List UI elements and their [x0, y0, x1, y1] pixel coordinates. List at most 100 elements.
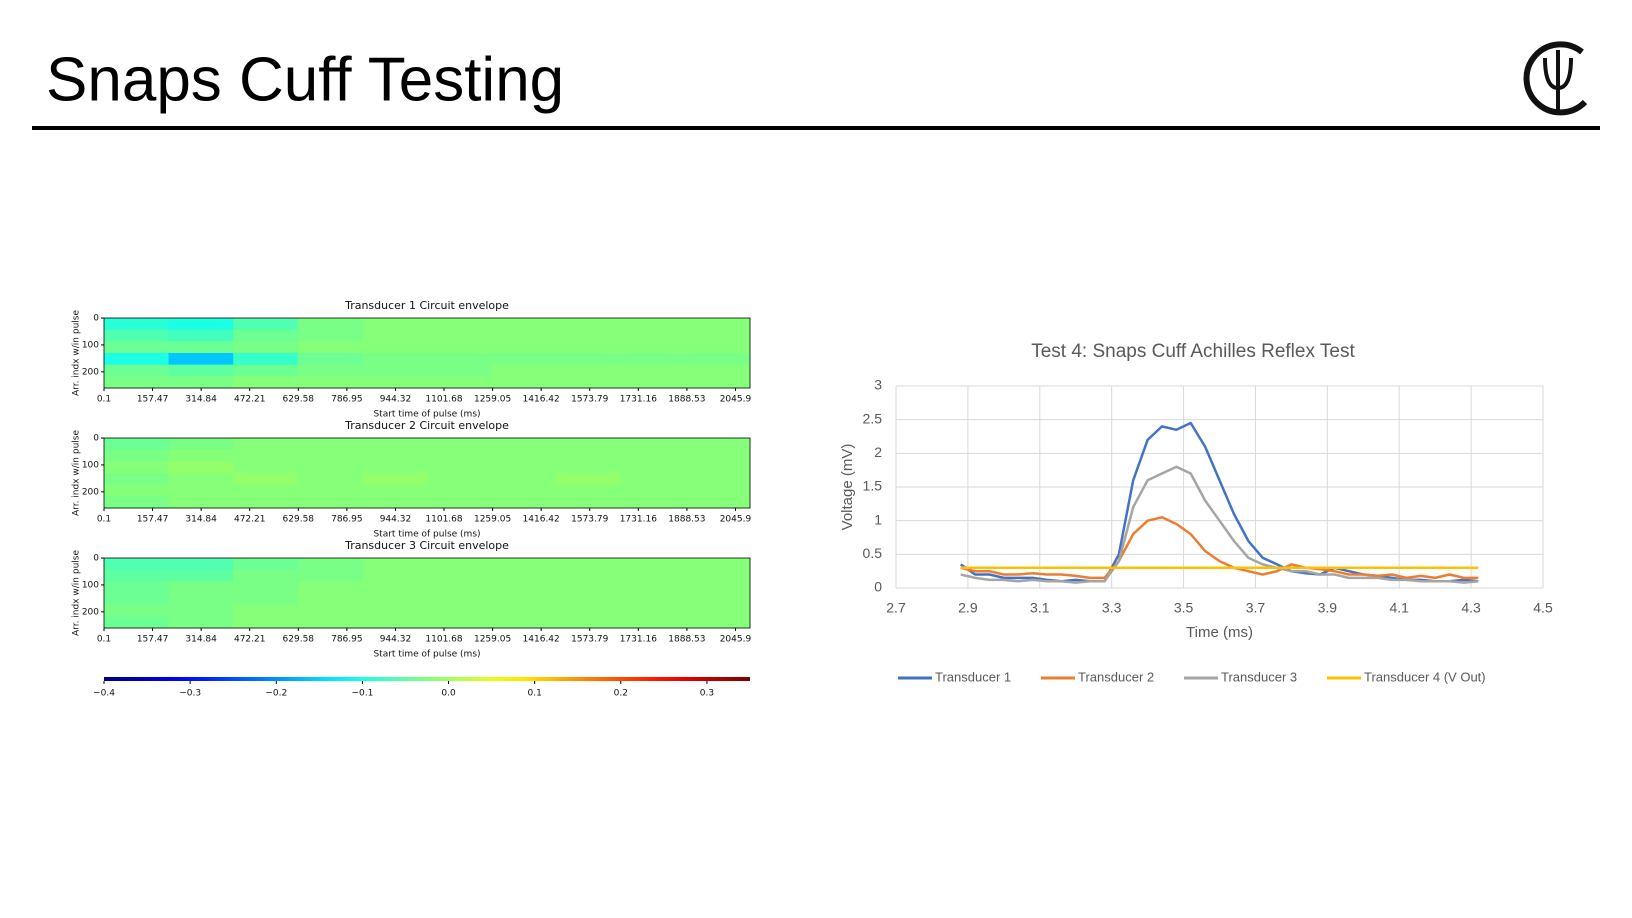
y-tick-label: 0.5 [863, 545, 883, 561]
heatmap-cell [297, 496, 363, 509]
x-tick-label: 1101.68 [425, 635, 462, 645]
y-tick-label: 2.5 [863, 410, 883, 426]
heatmap-cell [620, 449, 686, 462]
heatmap-cell [233, 341, 299, 354]
heatmap-cell [168, 473, 234, 486]
heatmap-cell [168, 581, 234, 594]
y-tick-label: 1.5 [863, 478, 883, 494]
heatmap-cell [233, 376, 299, 389]
colorbar-tick-label: −0.1 [351, 689, 373, 699]
y-tick-label: 0 [93, 554, 99, 564]
heatmap-cell [362, 593, 428, 606]
x-tick-label: 786.95 [331, 515, 363, 525]
x-tick-label: 1731.16 [620, 395, 657, 405]
heatmap-cell [233, 604, 299, 617]
x-axis-label: Start time of pulse (ms) [373, 410, 480, 420]
heatmap-cell [620, 558, 686, 571]
y-tick-label: 0 [93, 314, 99, 324]
x-tick-label: 944.32 [380, 635, 412, 645]
x-tick-label: 1888.53 [668, 635, 705, 645]
heatmap-cell [427, 318, 493, 331]
heatmap-cell [104, 593, 170, 606]
heatmap-cell [685, 449, 751, 462]
heatmap-cell [233, 449, 299, 462]
x-tick-label: 4.5 [1533, 600, 1553, 616]
heatmap-cell [620, 593, 686, 606]
heatmap-cell [362, 376, 428, 389]
heatmap-cell [104, 616, 170, 629]
x-tick-label: 1101.68 [425, 395, 462, 405]
heatmap-cell [168, 558, 234, 571]
heatmap-cell [233, 496, 299, 509]
x-tick-label: 1573.79 [571, 395, 608, 405]
x-tick-label: 2045.9 [720, 635, 752, 645]
y-tick-label: 200 [82, 367, 99, 377]
y-tick-label: 200 [82, 487, 99, 497]
heatmap-cell [491, 438, 557, 451]
series-line [960, 516, 1479, 580]
heatmap-cell [620, 376, 686, 389]
heatmap-cell [297, 558, 363, 571]
x-tick-label: 157.47 [137, 395, 169, 405]
x-tick-label: 0.1 [97, 515, 111, 525]
x-tick-label: 3.5 [1174, 600, 1194, 616]
heatmap-cell [362, 473, 428, 486]
heatmap-cell [427, 496, 493, 509]
heatmap-cell [491, 329, 557, 342]
x-tick-label: 314.84 [185, 635, 217, 645]
x-tick-label: 1731.16 [620, 515, 657, 525]
heatmap-cell [620, 473, 686, 486]
heatmap-cell [168, 376, 234, 389]
x-tick-label: 2.7 [886, 600, 906, 616]
heatmap-cell [556, 473, 622, 486]
heatmap: Transducer 2 Circuit envelope 0.1 157.47 31… [72, 419, 752, 540]
colorbar-tick-label: −0.4 [93, 689, 115, 699]
heatmap-cell [168, 496, 234, 509]
heatmap-cell [233, 438, 299, 451]
heatmap-cell [104, 558, 170, 571]
heatmap-cell [427, 461, 493, 474]
x-tick-label: 3.1 [1030, 600, 1050, 616]
heatmap-cell [427, 473, 493, 486]
x-tick-label: 786.95 [331, 395, 363, 405]
line-chart: Test 4: Snaps Cuff Achilles Reflex Test 0… [839, 341, 1553, 684]
x-tick-label: 1259.05 [474, 395, 511, 405]
x-tick-label: 1259.05 [474, 515, 511, 525]
heatmap-cell [168, 484, 234, 497]
x-tick-label: 629.58 [283, 395, 315, 405]
plot-frame [103, 317, 751, 389]
heatmap-cell [362, 341, 428, 354]
heatmap-cell [362, 581, 428, 594]
x-tick-label: 314.84 [185, 395, 217, 405]
heatmap-cell [297, 604, 363, 617]
y-tick-label: 1 [874, 511, 882, 527]
x-tick-label: 1259.05 [474, 635, 511, 645]
x-tick-label: 4.1 [1389, 600, 1409, 616]
x-tick-label: 314.84 [185, 515, 217, 525]
heatmap-cell [685, 593, 751, 606]
heatmap-cell [233, 353, 299, 366]
x-tick-label: 629.58 [283, 635, 315, 645]
heatmap-cell [168, 604, 234, 617]
heatmap-cell [427, 376, 493, 389]
heatmap-cell [104, 449, 170, 462]
heatmap-cell [556, 353, 622, 366]
legend-label: Transducer 3 [1221, 669, 1297, 684]
heatmap-cell [104, 473, 170, 486]
heatmap-cell [556, 484, 622, 497]
heatmap-cell [362, 569, 428, 582]
heatmap-cell [556, 318, 622, 331]
heatmap-cell [362, 364, 428, 377]
heatmap-cell [556, 496, 622, 509]
colorbar-bar [104, 677, 750, 681]
colorbar-tick-label: 0.1 [528, 689, 542, 699]
heatmap-cell [491, 569, 557, 582]
heatmap-cell [297, 616, 363, 629]
heatmap-cell [233, 473, 299, 486]
heatmap-cell [104, 581, 170, 594]
heatmap-cell [427, 604, 493, 617]
heatmap-cell [168, 461, 234, 474]
heatmap-cell [104, 353, 170, 366]
y-tick-label: 100 [82, 460, 99, 470]
heatmap-cell [620, 604, 686, 617]
